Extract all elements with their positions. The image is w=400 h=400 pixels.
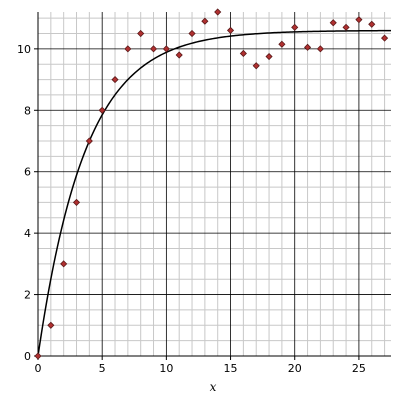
data-point	[60, 260, 68, 268]
data-point	[226, 26, 235, 34]
axes	[34, 12, 391, 360]
data-point	[214, 8, 222, 16]
data-point	[316, 45, 324, 53]
data-point	[98, 106, 106, 114]
x-tick-label: 10	[159, 362, 173, 375]
x-tick-label: 5	[99, 362, 106, 375]
data-point	[47, 321, 55, 329]
data-point	[85, 137, 93, 145]
x-tick-label: 20	[288, 362, 302, 375]
y-tick-label: 8	[24, 104, 31, 117]
x-axis-label: x	[210, 380, 217, 394]
fit-curve-layer	[37, 29, 392, 357]
data-point	[342, 23, 350, 31]
data-point	[329, 19, 337, 27]
data-point	[72, 198, 81, 206]
x-tick-label: 15	[224, 362, 238, 375]
data-point	[239, 49, 247, 58]
data-point	[149, 45, 158, 53]
data-point	[111, 76, 119, 84]
x-tick-labels: 0 5 10 15 20 25	[35, 362, 366, 375]
data-point	[175, 51, 183, 59]
y-tick-label: 0	[24, 350, 31, 363]
y-tick-label: 6	[24, 166, 31, 179]
fit-curve	[37, 29, 392, 357]
x-tick-label: 0	[35, 362, 42, 375]
data-point	[278, 40, 286, 48]
data-point	[291, 23, 299, 31]
data-point	[265, 52, 273, 61]
data-points-layer	[34, 8, 389, 360]
data-point	[381, 34, 389, 42]
data-point	[162, 45, 170, 53]
y-tick-label: 10	[17, 43, 31, 56]
data-point	[252, 62, 260, 70]
data-point	[355, 16, 363, 24]
data-point	[137, 29, 145, 38]
data-point	[188, 29, 196, 38]
minor-grid	[38, 12, 391, 356]
y-tick-label: 2	[24, 289, 31, 302]
x-tick-label: 25	[352, 362, 366, 375]
major-grid	[38, 12, 391, 356]
data-point	[34, 352, 42, 360]
y-tick-label: 4	[24, 227, 31, 240]
data-point	[368, 20, 376, 28]
y-tick-labels: 0 2 4 6 8 10	[17, 43, 31, 363]
data-point	[303, 43, 312, 51]
data-point	[124, 45, 132, 53]
data-point	[201, 17, 209, 25]
